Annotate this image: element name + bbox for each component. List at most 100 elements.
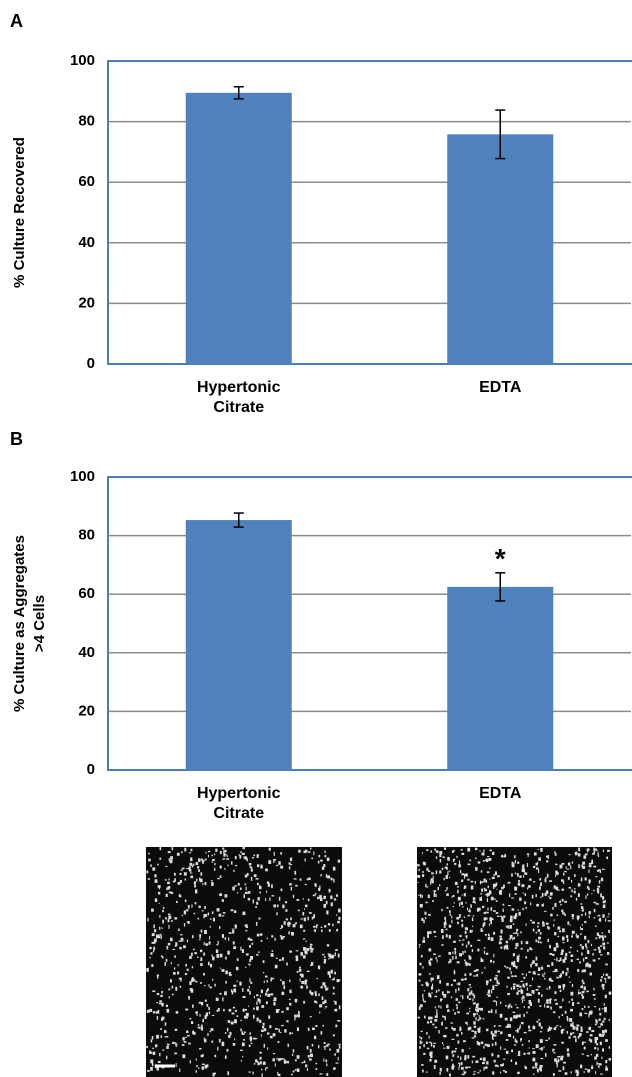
speck bbox=[158, 1010, 160, 1014]
speck bbox=[476, 1013, 477, 1015]
speck bbox=[605, 1039, 608, 1042]
speck bbox=[491, 921, 492, 924]
speck bbox=[559, 1016, 560, 1018]
speck bbox=[462, 944, 464, 946]
speck bbox=[267, 980, 268, 982]
speck bbox=[505, 1018, 508, 1021]
speck bbox=[464, 974, 466, 977]
speck bbox=[560, 1026, 561, 1027]
speck bbox=[435, 1006, 436, 1008]
speck bbox=[213, 918, 215, 922]
speck bbox=[432, 900, 434, 902]
speck bbox=[245, 1009, 247, 1011]
speck bbox=[303, 1001, 305, 1004]
speck bbox=[232, 930, 234, 934]
speck bbox=[277, 1072, 278, 1075]
speck bbox=[173, 972, 176, 975]
speck bbox=[324, 1046, 326, 1048]
speck bbox=[536, 957, 538, 961]
speck bbox=[493, 954, 494, 958]
speck bbox=[527, 987, 528, 990]
speck bbox=[564, 901, 567, 903]
speck bbox=[210, 1028, 213, 1031]
speck bbox=[561, 1030, 564, 1033]
speck bbox=[289, 1032, 291, 1034]
speck bbox=[284, 1029, 286, 1033]
speck bbox=[205, 852, 206, 854]
speck bbox=[599, 919, 600, 921]
speck bbox=[520, 981, 523, 982]
speck bbox=[261, 1034, 262, 1036]
speck bbox=[320, 986, 322, 988]
speck bbox=[317, 897, 320, 899]
speck bbox=[335, 1001, 337, 1005]
speck bbox=[514, 975, 517, 977]
speck bbox=[166, 1036, 169, 1037]
speck bbox=[604, 1003, 605, 1006]
speck bbox=[306, 941, 307, 942]
speck bbox=[316, 1068, 318, 1070]
speck bbox=[472, 917, 473, 921]
speck bbox=[482, 906, 484, 908]
speck bbox=[576, 1025, 579, 1027]
speck bbox=[503, 904, 505, 906]
speck bbox=[228, 1020, 230, 1023]
speck bbox=[424, 990, 425, 991]
speck bbox=[451, 1027, 453, 1029]
speck bbox=[490, 849, 492, 851]
speck bbox=[565, 953, 567, 956]
speck bbox=[222, 858, 225, 859]
speck bbox=[496, 1001, 497, 1004]
speck bbox=[324, 855, 326, 857]
chart: A% Culture Recovered020406080100B% Cultu… bbox=[0, 0, 632, 1077]
speck bbox=[531, 962, 532, 965]
speck bbox=[484, 967, 485, 969]
speck bbox=[532, 895, 534, 899]
speck bbox=[154, 874, 156, 877]
speck bbox=[593, 866, 596, 868]
speck bbox=[193, 864, 195, 866]
speck bbox=[286, 918, 288, 920]
speck bbox=[596, 903, 599, 904]
speck bbox=[492, 1071, 494, 1074]
speck bbox=[197, 957, 199, 958]
speck bbox=[600, 1074, 603, 1075]
speck bbox=[172, 994, 174, 996]
speck bbox=[271, 884, 273, 888]
speck bbox=[239, 855, 241, 859]
speck bbox=[309, 1058, 312, 1060]
speck bbox=[497, 982, 500, 984]
speck bbox=[240, 888, 242, 890]
speck bbox=[493, 932, 495, 935]
speck bbox=[146, 968, 148, 972]
speck bbox=[250, 1040, 252, 1042]
speck bbox=[576, 935, 578, 938]
speck bbox=[478, 861, 481, 863]
speck bbox=[166, 887, 167, 890]
speck bbox=[481, 972, 483, 973]
speck bbox=[477, 908, 479, 912]
speck bbox=[196, 879, 197, 882]
speck bbox=[554, 947, 557, 951]
speck bbox=[443, 1016, 446, 1018]
speck bbox=[515, 932, 517, 934]
speck bbox=[158, 1061, 161, 1063]
speck bbox=[552, 954, 555, 956]
speck bbox=[530, 903, 531, 906]
speck bbox=[272, 1058, 274, 1061]
speck bbox=[429, 962, 431, 965]
speck bbox=[289, 990, 291, 994]
speck bbox=[248, 891, 251, 894]
speck bbox=[602, 869, 605, 870]
speck bbox=[553, 1073, 555, 1076]
speck bbox=[516, 966, 518, 969]
speck bbox=[177, 972, 179, 975]
speck bbox=[462, 906, 463, 907]
y-tick-label: 20 bbox=[78, 702, 95, 719]
speck bbox=[260, 933, 263, 935]
speck bbox=[225, 957, 227, 960]
speck bbox=[166, 894, 168, 897]
speck bbox=[552, 1049, 553, 1052]
speck bbox=[468, 1067, 471, 1068]
speck bbox=[442, 868, 444, 870]
